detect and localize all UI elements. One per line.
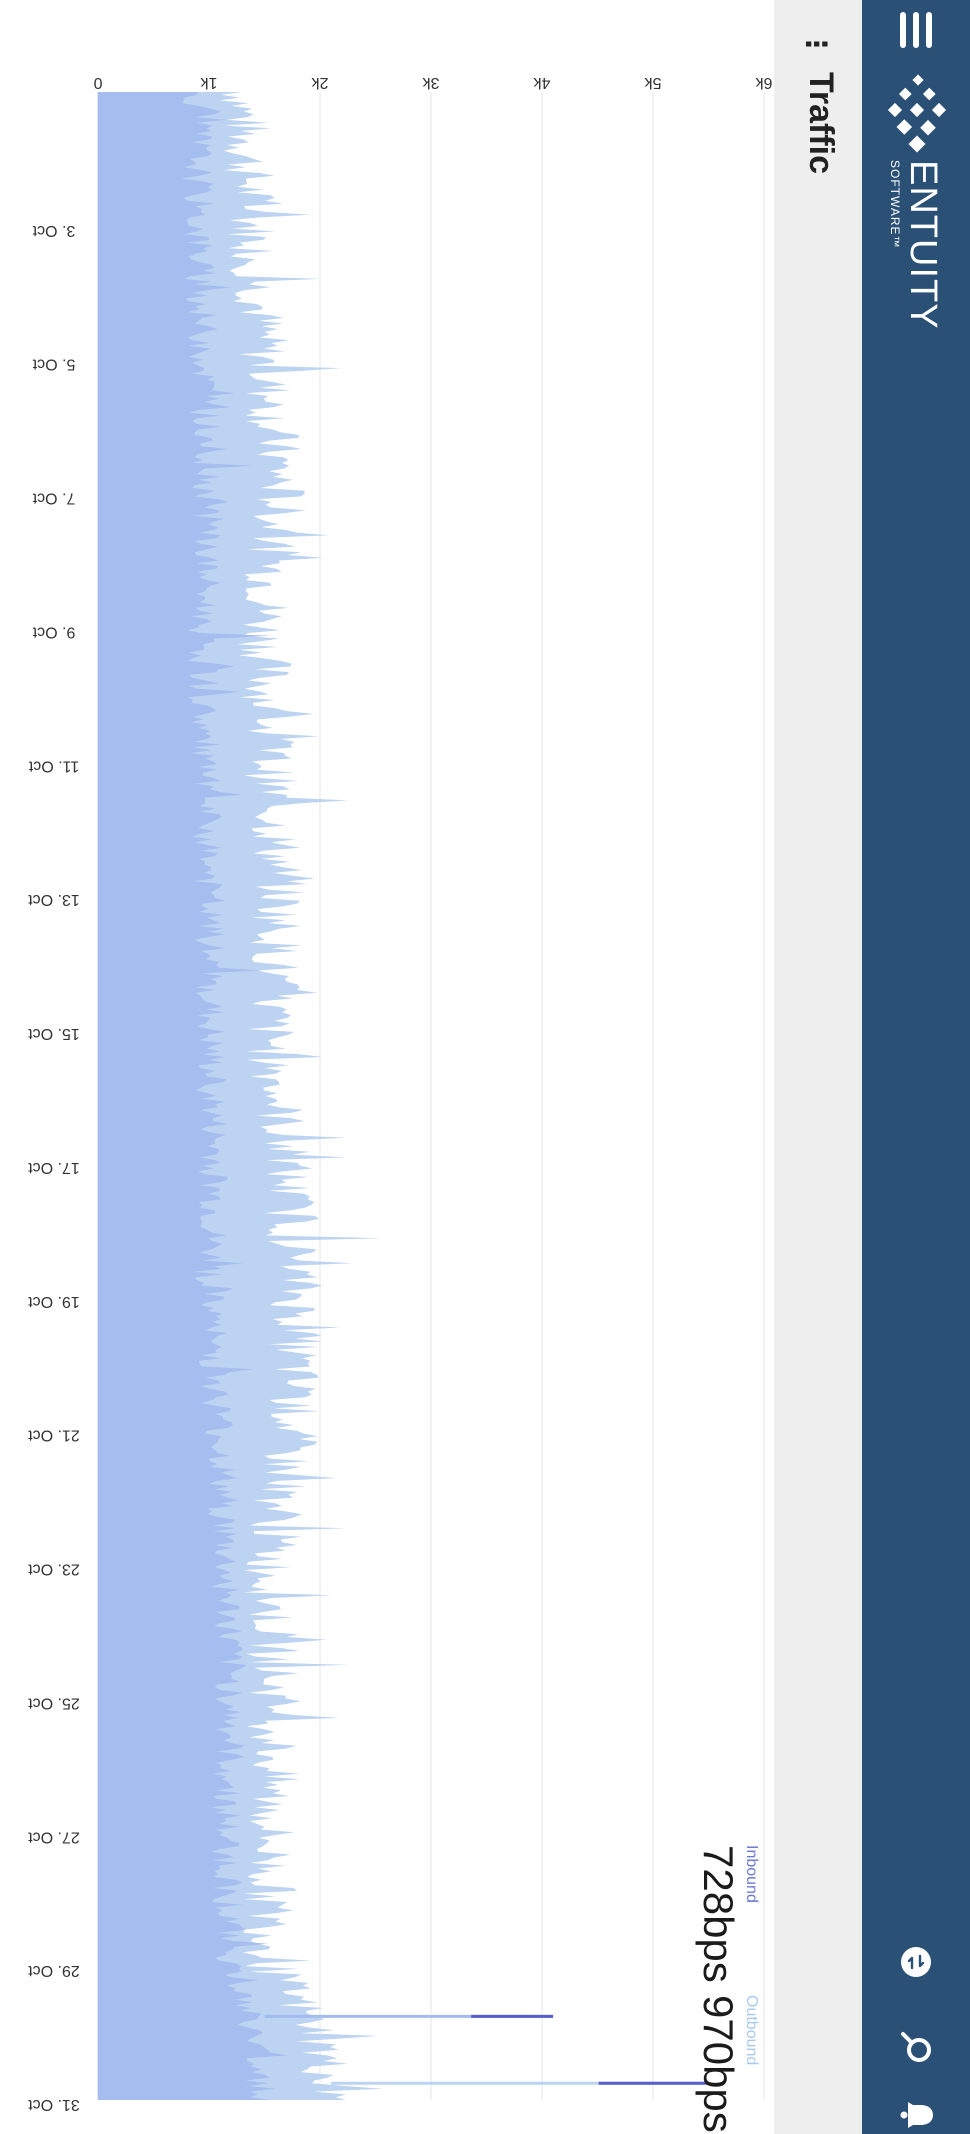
page-header: ⋮ Traffic	[774, 0, 862, 2134]
brand-name: ENTUITY	[902, 160, 944, 330]
y-tick-label: 1k	[200, 74, 218, 91]
inbound-area	[98, 92, 289, 2100]
app-bar: ENTUITY SOFTWARE™	[862, 0, 970, 2134]
x-tick-label: 23. Oct	[28, 1561, 80, 1578]
traffic-chart-card: 0 1k 2k 3k 4k 5k 6k 3. Oct 5. Oct 7. Oct 9. Oct 11.…	[0, 0, 774, 2134]
x-tick-label: 11. Oct	[28, 757, 79, 774]
vertical-ellipsis-icon[interactable]: ⋮	[801, 30, 832, 58]
x-tick-label: 3. Oct	[32, 222, 75, 239]
y-tick-label: 5k	[644, 74, 662, 91]
y-tick-label: 3k	[422, 74, 440, 91]
legend-outbound-value: 970bps	[695, 1995, 742, 2133]
x-tick-label: 21. Oct	[28, 1427, 80, 1444]
x-tick-label: 15. Oct	[28, 1025, 80, 1042]
legend-outbound[interactable]: Outbound 970bps	[694, 1995, 760, 2133]
x-tick-label: 13. Oct	[28, 891, 80, 908]
chart-legend: Inbound 728bps Outbound 970bps	[660, 1845, 760, 2133]
search-icon[interactable]	[898, 2030, 934, 2066]
brand-subtitle: SOFTWARE™	[888, 160, 902, 249]
x-tick-label: 7. Oct	[32, 490, 75, 507]
y-tick-label: 2k	[311, 74, 329, 91]
hamburger-menu-icon[interactable]	[894, 10, 938, 50]
entuity-logo-icon	[884, 68, 948, 158]
sync-icon[interactable]	[900, 1946, 932, 1978]
brand: ENTUITY SOFTWARE™	[888, 160, 944, 330]
legend-inbound[interactable]: Inbound 728bps	[694, 1845, 760, 1983]
x-tick-label: 29. Oct	[28, 1962, 80, 1979]
x-tick-label: 17. Oct	[28, 1159, 80, 1176]
legend-inbound-value: 728bps	[695, 1845, 742, 1983]
legend-inbound-label: Inbound	[743, 1845, 760, 1903]
x-tick-label: 25. Oct	[28, 1694, 80, 1711]
traffic-chart: 0 1k 2k 3k 4k 5k 6k 3. Oct 5. Oct 7. Oct 9. Oct 11.…	[28, 74, 773, 2113]
bell-icon[interactable]	[900, 2100, 936, 2130]
x-tick-label: 5. Oct	[32, 356, 75, 373]
legend-outbound-label: Outbound	[743, 1995, 760, 2066]
x-tick-label: 19. Oct	[28, 1293, 80, 1310]
x-tick-label: 27. Oct	[28, 1828, 80, 1845]
x-tick-label: 31. Oct	[28, 2096, 80, 2113]
y-tick-label: 0	[93, 74, 102, 91]
x-tick-label: 9. Oct	[32, 623, 75, 640]
page-title: Traffic	[802, 72, 840, 175]
y-tick-label: 4k	[533, 74, 551, 91]
y-tick-label: 6k	[755, 74, 773, 91]
